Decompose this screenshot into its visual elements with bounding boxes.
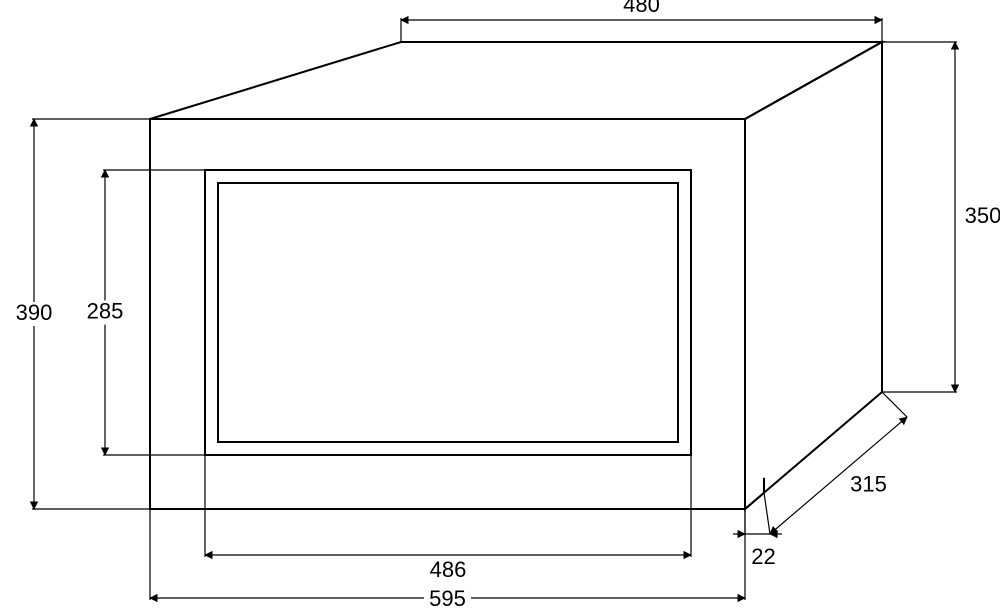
right-face	[745, 42, 882, 509]
extension-line	[882, 392, 907, 417]
dim-left-outer-label: 390	[16, 300, 53, 325]
dim-right-height-label: 350	[965, 203, 1000, 228]
front-outer	[150, 119, 745, 509]
dim-bottom-inner-label: 486	[430, 557, 467, 582]
front-inner-1	[205, 170, 691, 455]
extension-line	[764, 493, 770, 534]
dim-trim-label: 22	[751, 544, 775, 569]
dim-left-inner-label: 285	[87, 298, 124, 323]
trim-edge	[745, 493, 764, 509]
front-inner-2	[218, 183, 678, 442]
dim-depth-diag-label: 315	[850, 471, 887, 496]
dim-top-depth-label: 480	[623, 0, 660, 17]
top-face	[150, 42, 882, 119]
dim-bottom-outer-label: 595	[429, 586, 466, 611]
